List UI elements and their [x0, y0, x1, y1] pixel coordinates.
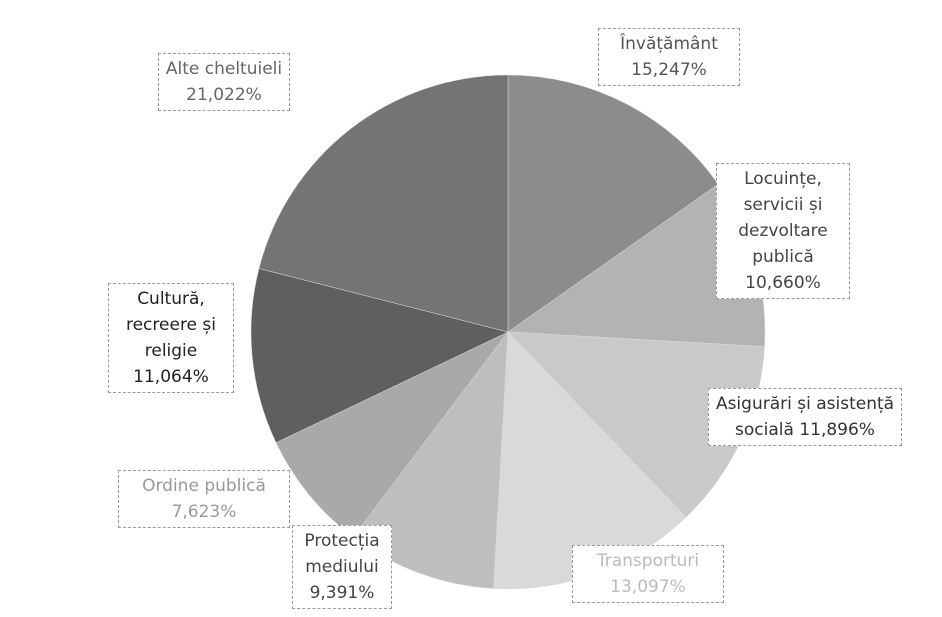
category-label: Transporturi	[596, 551, 700, 571]
category-label: Locuințe, servicii și dezvoltare publică	[738, 169, 828, 267]
slice-label: Asigurări și asistență socială 11,896%	[708, 388, 902, 446]
category-label: Asigurări și asistență socială	[715, 394, 895, 440]
slice-label: Cultură, recreere și religie 11,064%	[108, 283, 234, 393]
value-label: 15,247%	[631, 60, 707, 80]
pie-slice	[258, 74, 509, 333]
category-label: Alte cheltuieli	[165, 59, 283, 79]
slice-label: Alte cheltuieli 21,022%	[158, 53, 290, 111]
slice-label: Ordine publică 7,623%	[118, 470, 290, 528]
category-label: Cultură, recreere și religie	[125, 289, 216, 361]
value-label: 7,623%	[171, 502, 237, 522]
pie-slice	[250, 268, 509, 444]
value-label: 21,022%	[186, 85, 262, 105]
category-label: Ordine publică	[142, 476, 266, 496]
value-label: 11,896%	[799, 420, 875, 440]
slice-label: Locuințe, servicii și dezvoltare publică…	[716, 163, 850, 299]
pie-slice	[507, 74, 719, 333]
value-label: 13,097%	[610, 577, 686, 597]
slice-label: Transporturi 13,097%	[572, 545, 724, 603]
slice-label: Protecția mediului 9,391%	[292, 525, 392, 609]
category-label: Învățământ	[620, 34, 718, 54]
value-label: 11,064%	[133, 367, 209, 387]
slice-label: Învățământ 15,247%	[598, 28, 740, 86]
value-label: 9,391%	[309, 583, 375, 603]
value-label: 10,660%	[745, 273, 821, 293]
category-label: Protecția mediului	[304, 531, 380, 577]
